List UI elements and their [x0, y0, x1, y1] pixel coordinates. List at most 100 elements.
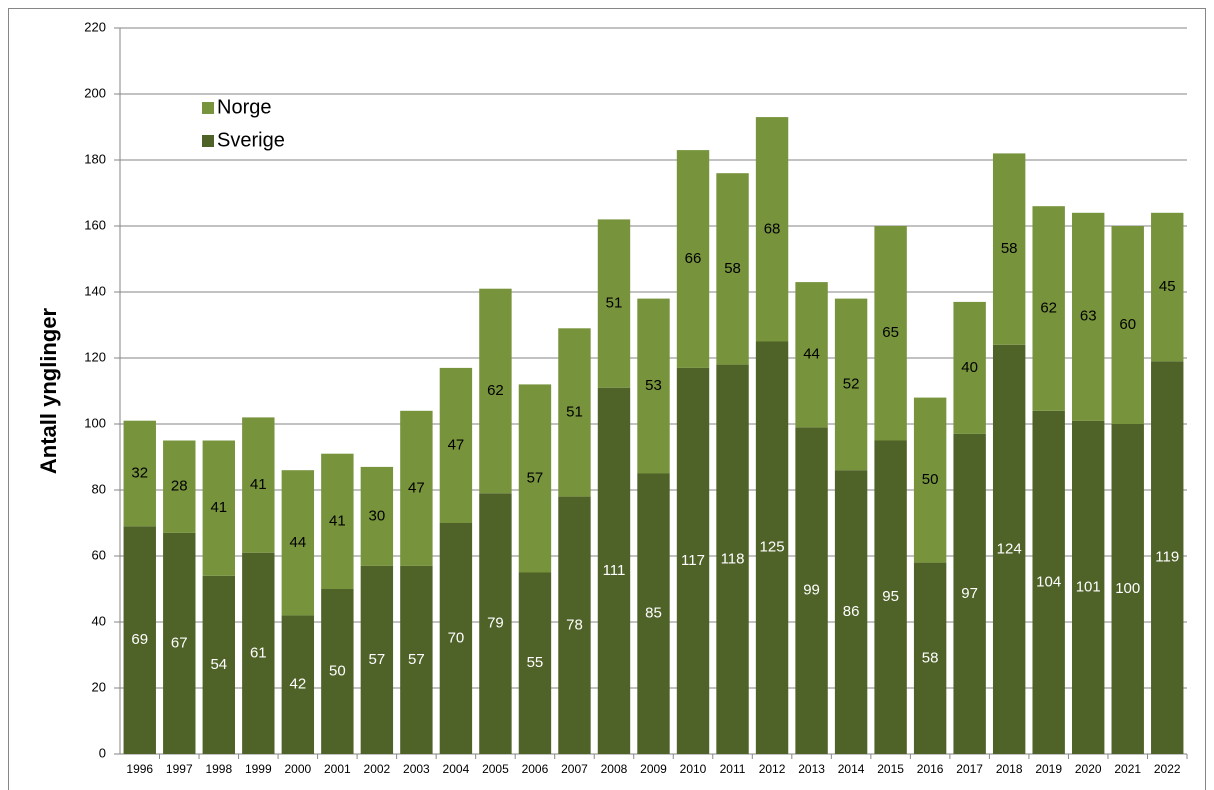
y-tick-label: 120	[84, 349, 106, 364]
data-label: 118	[721, 550, 745, 567]
x-tick-label: 2022	[1154, 762, 1181, 776]
bar-segment	[518, 572, 552, 754]
bar-segment	[360, 466, 394, 566]
x-tick-label: 2018	[996, 762, 1023, 776]
data-label: 111	[603, 562, 626, 579]
bar-segment	[874, 440, 907, 754]
bar-segment	[1111, 424, 1144, 754]
bar-segment	[202, 575, 235, 754]
data-label: 100	[1115, 580, 1140, 597]
data-label: 63	[1080, 308, 1097, 325]
x-tick-label: 2012	[759, 762, 786, 776]
bar-segment	[913, 562, 947, 754]
bar-segment	[400, 410, 433, 566]
x-tick-label: 2016	[917, 762, 944, 776]
legend-label: Norge	[217, 96, 271, 118]
y-tick-label: 40	[92, 613, 106, 628]
bar-segment	[676, 367, 710, 754]
x-tick-label: 2020	[1075, 762, 1102, 776]
data-label: 53	[645, 377, 662, 394]
legend-swatch	[202, 102, 214, 114]
bar-segment	[597, 219, 631, 388]
data-label: 61	[250, 644, 267, 661]
bar-segment	[163, 532, 196, 754]
data-label: 68	[764, 220, 781, 237]
y-tick-label: 160	[84, 217, 106, 232]
x-tick-label: 2002	[364, 762, 391, 776]
data-label: 44	[803, 346, 820, 363]
bar-segment	[834, 470, 868, 754]
y-tick-label: 60	[92, 547, 106, 562]
x-tick-label: 2001	[324, 762, 351, 776]
data-label: 62	[487, 382, 504, 399]
data-label: 124	[997, 540, 1022, 557]
bar-segment	[558, 496, 591, 754]
x-tick-label: 1999	[245, 762, 272, 776]
y-axis-label: Antall ynglinger	[36, 307, 61, 474]
x-tick-label: 2009	[640, 762, 667, 776]
x-tick-label: 2007	[561, 762, 588, 776]
x-tick-label: 1998	[205, 762, 232, 776]
x-tick-label: 2014	[838, 762, 865, 776]
data-label: 52	[843, 375, 860, 392]
bar-segment	[439, 367, 473, 523]
y-tick-label: 0	[99, 745, 106, 760]
bar-segment	[953, 301, 986, 434]
bar-segment	[439, 523, 473, 754]
chart-frame	[8, 8, 1206, 790]
bar-segment	[716, 364, 749, 754]
data-label: 42	[289, 676, 306, 693]
data-label: 51	[566, 403, 583, 420]
bar-segment	[992, 153, 1026, 345]
data-label: 66	[685, 250, 702, 267]
data-label: 32	[131, 464, 148, 481]
bar-segment	[281, 615, 315, 754]
data-label: 40	[961, 359, 978, 376]
data-label: 69	[131, 631, 148, 648]
x-tick-label: 2019	[1035, 762, 1062, 776]
data-label: 58	[922, 649, 939, 666]
y-tick-label: 80	[92, 481, 106, 496]
data-label: 62	[1040, 299, 1057, 316]
bar-segment	[400, 565, 433, 754]
bar-segment	[281, 470, 315, 616]
bar-segment	[1072, 420, 1105, 754]
data-label: 58	[1001, 240, 1018, 257]
bar-segment	[676, 150, 710, 368]
bar-segment	[518, 384, 552, 573]
bar-segment	[321, 453, 354, 589]
bar-segment	[242, 417, 275, 553]
data-label: 45	[1159, 278, 1176, 295]
x-tick-label: 2005	[482, 762, 509, 776]
bar-segment	[479, 493, 512, 754]
x-tick-label: 2010	[680, 762, 707, 776]
legend-swatch	[202, 135, 214, 147]
bar-segment	[1151, 361, 1184, 754]
data-label: 117	[681, 552, 705, 569]
data-label: 78	[566, 616, 583, 633]
data-label: 44	[289, 534, 306, 551]
data-label: 47	[448, 436, 465, 453]
x-tick-label: 2015	[877, 762, 904, 776]
data-label: 57	[369, 651, 386, 668]
data-label: 47	[408, 479, 425, 496]
data-label: 30	[369, 507, 386, 524]
y-tick-label: 200	[84, 85, 106, 100]
x-tick-label: 2011	[720, 762, 746, 776]
bar-segment	[597, 387, 631, 754]
data-label: 125	[760, 539, 785, 556]
data-label: 58	[724, 260, 741, 277]
bar-segment	[637, 298, 670, 474]
x-tick-label: 2008	[601, 762, 628, 776]
data-label: 86	[843, 603, 860, 620]
data-label: 41	[210, 499, 227, 516]
bar-segment	[360, 565, 394, 754]
data-label: 85	[645, 605, 662, 622]
bar-segment	[321, 589, 354, 754]
bar-segment	[1032, 206, 1065, 411]
data-label: 50	[329, 662, 346, 679]
x-tick-label: 2003	[403, 762, 430, 776]
y-tick-label: 180	[84, 151, 106, 166]
bar-segment	[1111, 226, 1144, 424]
